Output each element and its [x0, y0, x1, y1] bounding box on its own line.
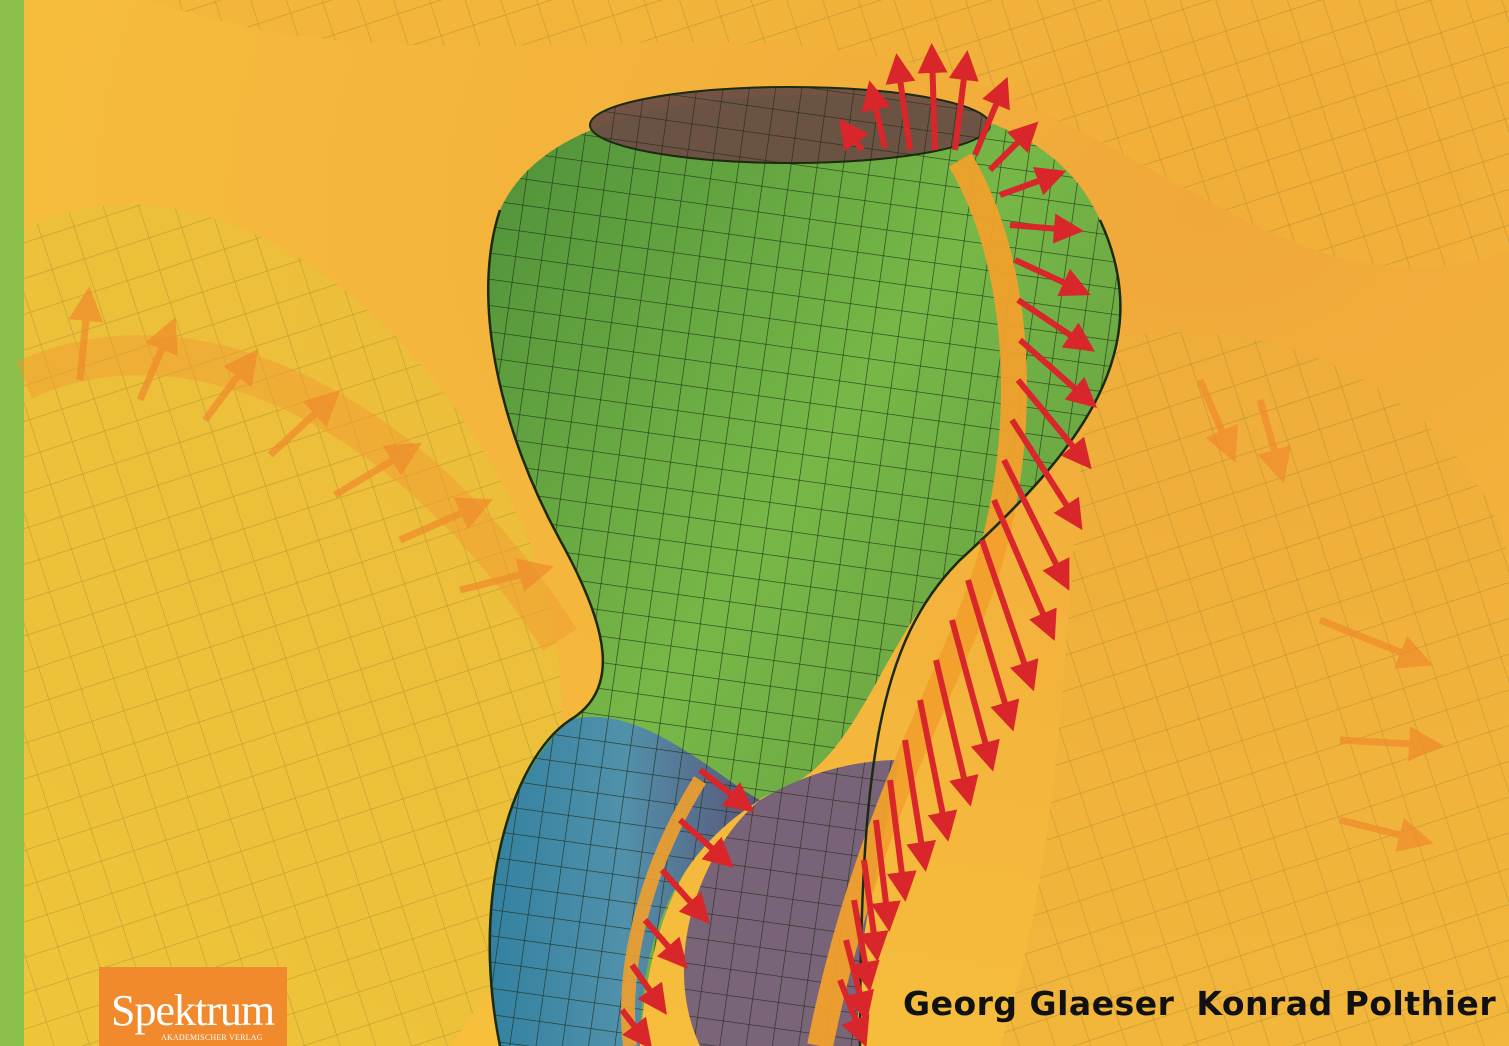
- author-names: Georg Glaeser Konrad Polthier: [903, 984, 1496, 1023]
- normal-vector-arrows: [619, 43, 1097, 1046]
- background-surfaces: [15, 0, 1509, 1046]
- klein-bottle: [486, 86, 1122, 1046]
- spine-stripe: [0, 0, 24, 1046]
- background-arrows: [68, 286, 1444, 852]
- publisher-logo: Spektrum AKADEMISCHER VERLAG: [99, 967, 287, 1046]
- publisher-name: Spektrum: [111, 986, 275, 1035]
- publisher-subtitle: AKADEMISCHER VERLAG: [161, 1033, 263, 1042]
- author-2: Konrad Polthier: [1196, 984, 1497, 1023]
- author-1: Georg Glaeser: [903, 984, 1175, 1023]
